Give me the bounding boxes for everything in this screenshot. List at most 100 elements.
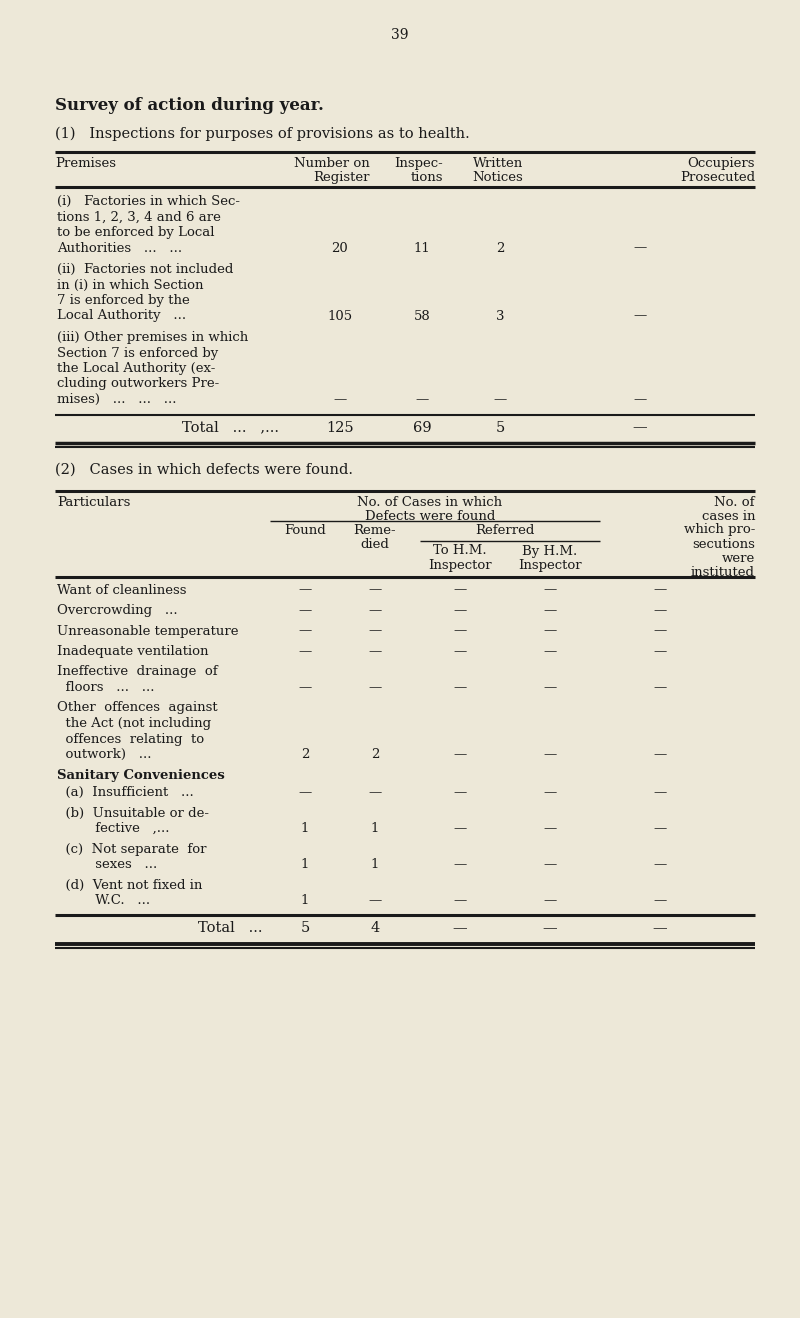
Text: —: —	[494, 393, 506, 406]
Text: —: —	[543, 645, 557, 658]
Text: Authorities   ...   ...: Authorities ... ...	[57, 241, 182, 254]
Text: 69: 69	[413, 420, 431, 435]
Text: —: —	[298, 604, 312, 617]
Text: 1: 1	[371, 822, 379, 836]
Text: —: —	[415, 393, 429, 406]
Text: —: —	[654, 645, 666, 658]
Text: —: —	[543, 894, 557, 907]
Text: —: —	[654, 604, 666, 617]
Text: —: —	[454, 749, 466, 760]
Text: —: —	[453, 921, 467, 936]
Text: (d)  Vent not fixed in: (d) Vent not fixed in	[57, 879, 202, 891]
Text: —: —	[454, 822, 466, 836]
Text: Register: Register	[314, 171, 370, 185]
Text: cluding outworkers Pre-: cluding outworkers Pre-	[57, 377, 219, 390]
Text: 1: 1	[301, 858, 309, 871]
Text: —: —	[633, 420, 647, 435]
Text: (1)   Inspections for purposes of provisions as to health.: (1) Inspections for purposes of provisio…	[55, 127, 470, 141]
Text: —: —	[653, 921, 667, 936]
Text: outwork)   ...: outwork) ...	[57, 749, 151, 760]
Text: —: —	[334, 393, 346, 406]
Text: —: —	[454, 645, 466, 658]
Text: which pro-: which pro-	[684, 523, 755, 536]
Text: died: died	[361, 539, 390, 551]
Text: Inspector: Inspector	[428, 559, 492, 572]
Text: Occupiers: Occupiers	[687, 157, 755, 170]
Text: —: —	[368, 645, 382, 658]
Text: —: —	[654, 858, 666, 871]
Text: (2)   Cases in which defects were found.: (2) Cases in which defects were found.	[55, 463, 353, 477]
Text: By H.M.: By H.M.	[522, 544, 578, 558]
Text: —: —	[298, 645, 312, 658]
Text: —: —	[654, 625, 666, 638]
Text: Survey of action during year.: Survey of action during year.	[55, 98, 324, 113]
Text: secutions: secutions	[692, 538, 755, 551]
Text: —: —	[368, 894, 382, 907]
Text: floors   ...   ...: floors ... ...	[57, 681, 154, 695]
Text: —: —	[654, 822, 666, 836]
Text: —: —	[368, 604, 382, 617]
Text: Total   ...: Total ...	[198, 921, 262, 936]
Text: Prosecuted: Prosecuted	[680, 171, 755, 185]
Text: Reme-: Reme-	[354, 525, 396, 538]
Text: 1: 1	[371, 858, 379, 871]
Text: —: —	[454, 681, 466, 695]
Text: (b)  Unsuitable or de-: (b) Unsuitable or de-	[57, 807, 209, 820]
Text: —: —	[454, 786, 466, 799]
Text: —: —	[543, 604, 557, 617]
Text: sexes   ...: sexes ...	[57, 858, 158, 871]
Text: Defects were found: Defects were found	[365, 510, 495, 522]
Text: —: —	[654, 894, 666, 907]
Text: W.C.   ...: W.C. ...	[57, 894, 150, 907]
Text: 3: 3	[496, 310, 504, 323]
Text: to be enforced by Local: to be enforced by Local	[57, 225, 214, 239]
Text: —: —	[368, 786, 382, 799]
Text: Referred: Referred	[475, 525, 534, 538]
Text: —: —	[634, 241, 646, 254]
Text: Overcrowding   ...: Overcrowding ...	[57, 604, 178, 617]
Text: 11: 11	[414, 241, 430, 254]
Text: were: were	[722, 551, 755, 564]
Text: —: —	[654, 786, 666, 799]
Text: 20: 20	[332, 241, 348, 254]
Text: in (i) in which Section: in (i) in which Section	[57, 278, 203, 291]
Text: 58: 58	[414, 310, 430, 323]
Text: —: —	[634, 393, 646, 406]
Text: cases in: cases in	[702, 510, 755, 522]
Text: —: —	[298, 681, 312, 695]
Text: —: —	[368, 681, 382, 695]
Text: Found: Found	[284, 525, 326, 538]
Text: Inspec-: Inspec-	[394, 157, 443, 170]
Text: (a)  Insufficient   ...: (a) Insufficient ...	[57, 786, 194, 799]
Text: No. of: No. of	[714, 496, 755, 509]
Text: (ii)  Factories not included: (ii) Factories not included	[57, 264, 234, 275]
Text: Written: Written	[473, 157, 523, 170]
Text: Notices: Notices	[472, 171, 523, 185]
Text: To H.M.: To H.M.	[433, 544, 487, 558]
Text: (iii) Other premises in which: (iii) Other premises in which	[57, 331, 248, 344]
Text: —: —	[454, 625, 466, 638]
Text: 5: 5	[495, 420, 505, 435]
Text: Premises: Premises	[55, 157, 116, 170]
Text: tions: tions	[410, 171, 443, 185]
Text: 2: 2	[301, 749, 309, 760]
Text: —: —	[454, 604, 466, 617]
Text: Inspector: Inspector	[518, 559, 582, 572]
Text: 1: 1	[301, 822, 309, 836]
Text: 7 is enforced by the: 7 is enforced by the	[57, 294, 190, 307]
Text: the Local Authority (ex-: the Local Authority (ex-	[57, 362, 215, 376]
Text: —: —	[543, 822, 557, 836]
Text: —: —	[454, 584, 466, 597]
Text: the Act (not including: the Act (not including	[57, 717, 211, 730]
Text: —: —	[454, 858, 466, 871]
Text: 2: 2	[496, 241, 504, 254]
Text: —: —	[298, 786, 312, 799]
Text: —: —	[654, 681, 666, 695]
Text: Want of cleanliness: Want of cleanliness	[57, 584, 186, 597]
Text: —: —	[368, 584, 382, 597]
Text: Section 7 is enforced by: Section 7 is enforced by	[57, 347, 218, 360]
Text: offences  relating  to: offences relating to	[57, 733, 204, 746]
Text: (c)  Not separate  for: (c) Not separate for	[57, 842, 206, 855]
Text: Sanitary Conveniences: Sanitary Conveniences	[57, 768, 225, 782]
Text: —: —	[368, 625, 382, 638]
